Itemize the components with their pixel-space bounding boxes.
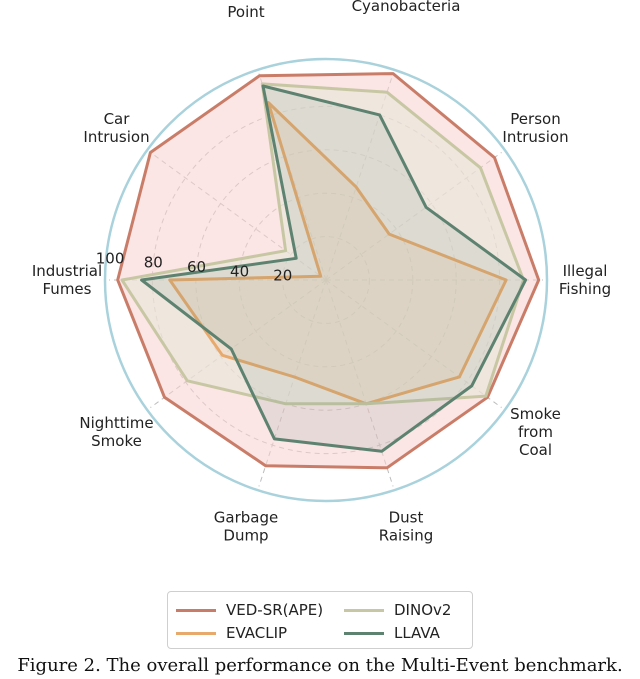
legend-label: VED-SR(APE)	[226, 601, 324, 619]
legend-label: EVACLIP	[226, 624, 288, 642]
category-label: Cyanobacteria	[352, 0, 461, 15]
series-fills	[117, 73, 539, 468]
category-label-line: Fumes	[43, 280, 92, 298]
tick-label: 80	[144, 254, 163, 272]
category-label: Illegal Fishing	[559, 262, 611, 298]
tick-label: 60	[187, 258, 206, 276]
category-label-line: Cyanobacteria	[352, 0, 461, 15]
category-label: Garbage Dump	[214, 508, 278, 544]
category-label-line: Industrial	[32, 262, 102, 280]
category-label: Smoke from Coal	[510, 405, 561, 459]
category-label-line: Person	[510, 110, 560, 128]
series-lines	[116, 72, 541, 470]
legend-swatch	[176, 631, 216, 635]
category-label-line: Smoke	[91, 432, 142, 450]
legend-item: EVACLIP	[176, 623, 287, 643]
series-area	[122, 83, 524, 404]
figure-caption: Figure 2. The overall performance on the…	[17, 655, 623, 676]
category-label-line: Fire	[233, 0, 260, 3]
legend: VED-SR(APE) DINOv2 EVACLIP LLAVA	[167, 591, 473, 649]
legend-label: DINOv2	[394, 601, 452, 619]
legend-swatch	[344, 631, 384, 635]
legend-swatch	[344, 608, 384, 612]
category-label-line: from	[518, 423, 553, 441]
radial-tick-labels: 20 40 60 80 100	[96, 249, 293, 284]
category-label-line: Point	[227, 3, 264, 21]
category-label-line: Raising	[379, 526, 433, 544]
category-label-line: Car	[104, 110, 131, 128]
legend-swatch	[176, 608, 216, 612]
category-label: Person Intrusion	[502, 110, 568, 146]
category-label-line: Intrusion	[502, 128, 568, 146]
tick-label: 40	[230, 262, 249, 280]
category-label-line: Nighttime	[79, 414, 153, 432]
category-label-line: Garbage	[214, 508, 278, 526]
category-label: FirePoint	[227, 0, 264, 21]
outer-ring	[103, 57, 549, 503]
category-label: Car Intrusion	[83, 110, 149, 146]
series-line	[168, 101, 508, 406]
legend-item: DINOv2	[344, 600, 451, 620]
category-label: Industrial Fumes	[32, 262, 102, 298]
series-line	[140, 84, 528, 453]
tick-label: 100	[96, 249, 125, 267]
tick-label: 20	[273, 267, 292, 285]
category-label-line: Illegal	[563, 262, 608, 280]
category-label-line: Dump	[223, 526, 268, 544]
category-label: Nighttime Smoke	[79, 414, 153, 450]
series-line	[116, 72, 541, 470]
legend-item: LLAVA	[344, 623, 440, 643]
category-label: Dust Raising	[379, 508, 433, 544]
legend-item: VED-SR(APE)	[176, 600, 323, 620]
legend-label: LLAVA	[394, 624, 440, 642]
series-line	[120, 82, 525, 406]
category-label-line: Dust	[389, 508, 424, 526]
category-label-line: Smoke	[510, 405, 561, 423]
category-label-line: Fishing	[559, 280, 611, 298]
category-label-line: Coal	[519, 441, 552, 459]
category-label-line: Intrusion	[83, 128, 149, 146]
